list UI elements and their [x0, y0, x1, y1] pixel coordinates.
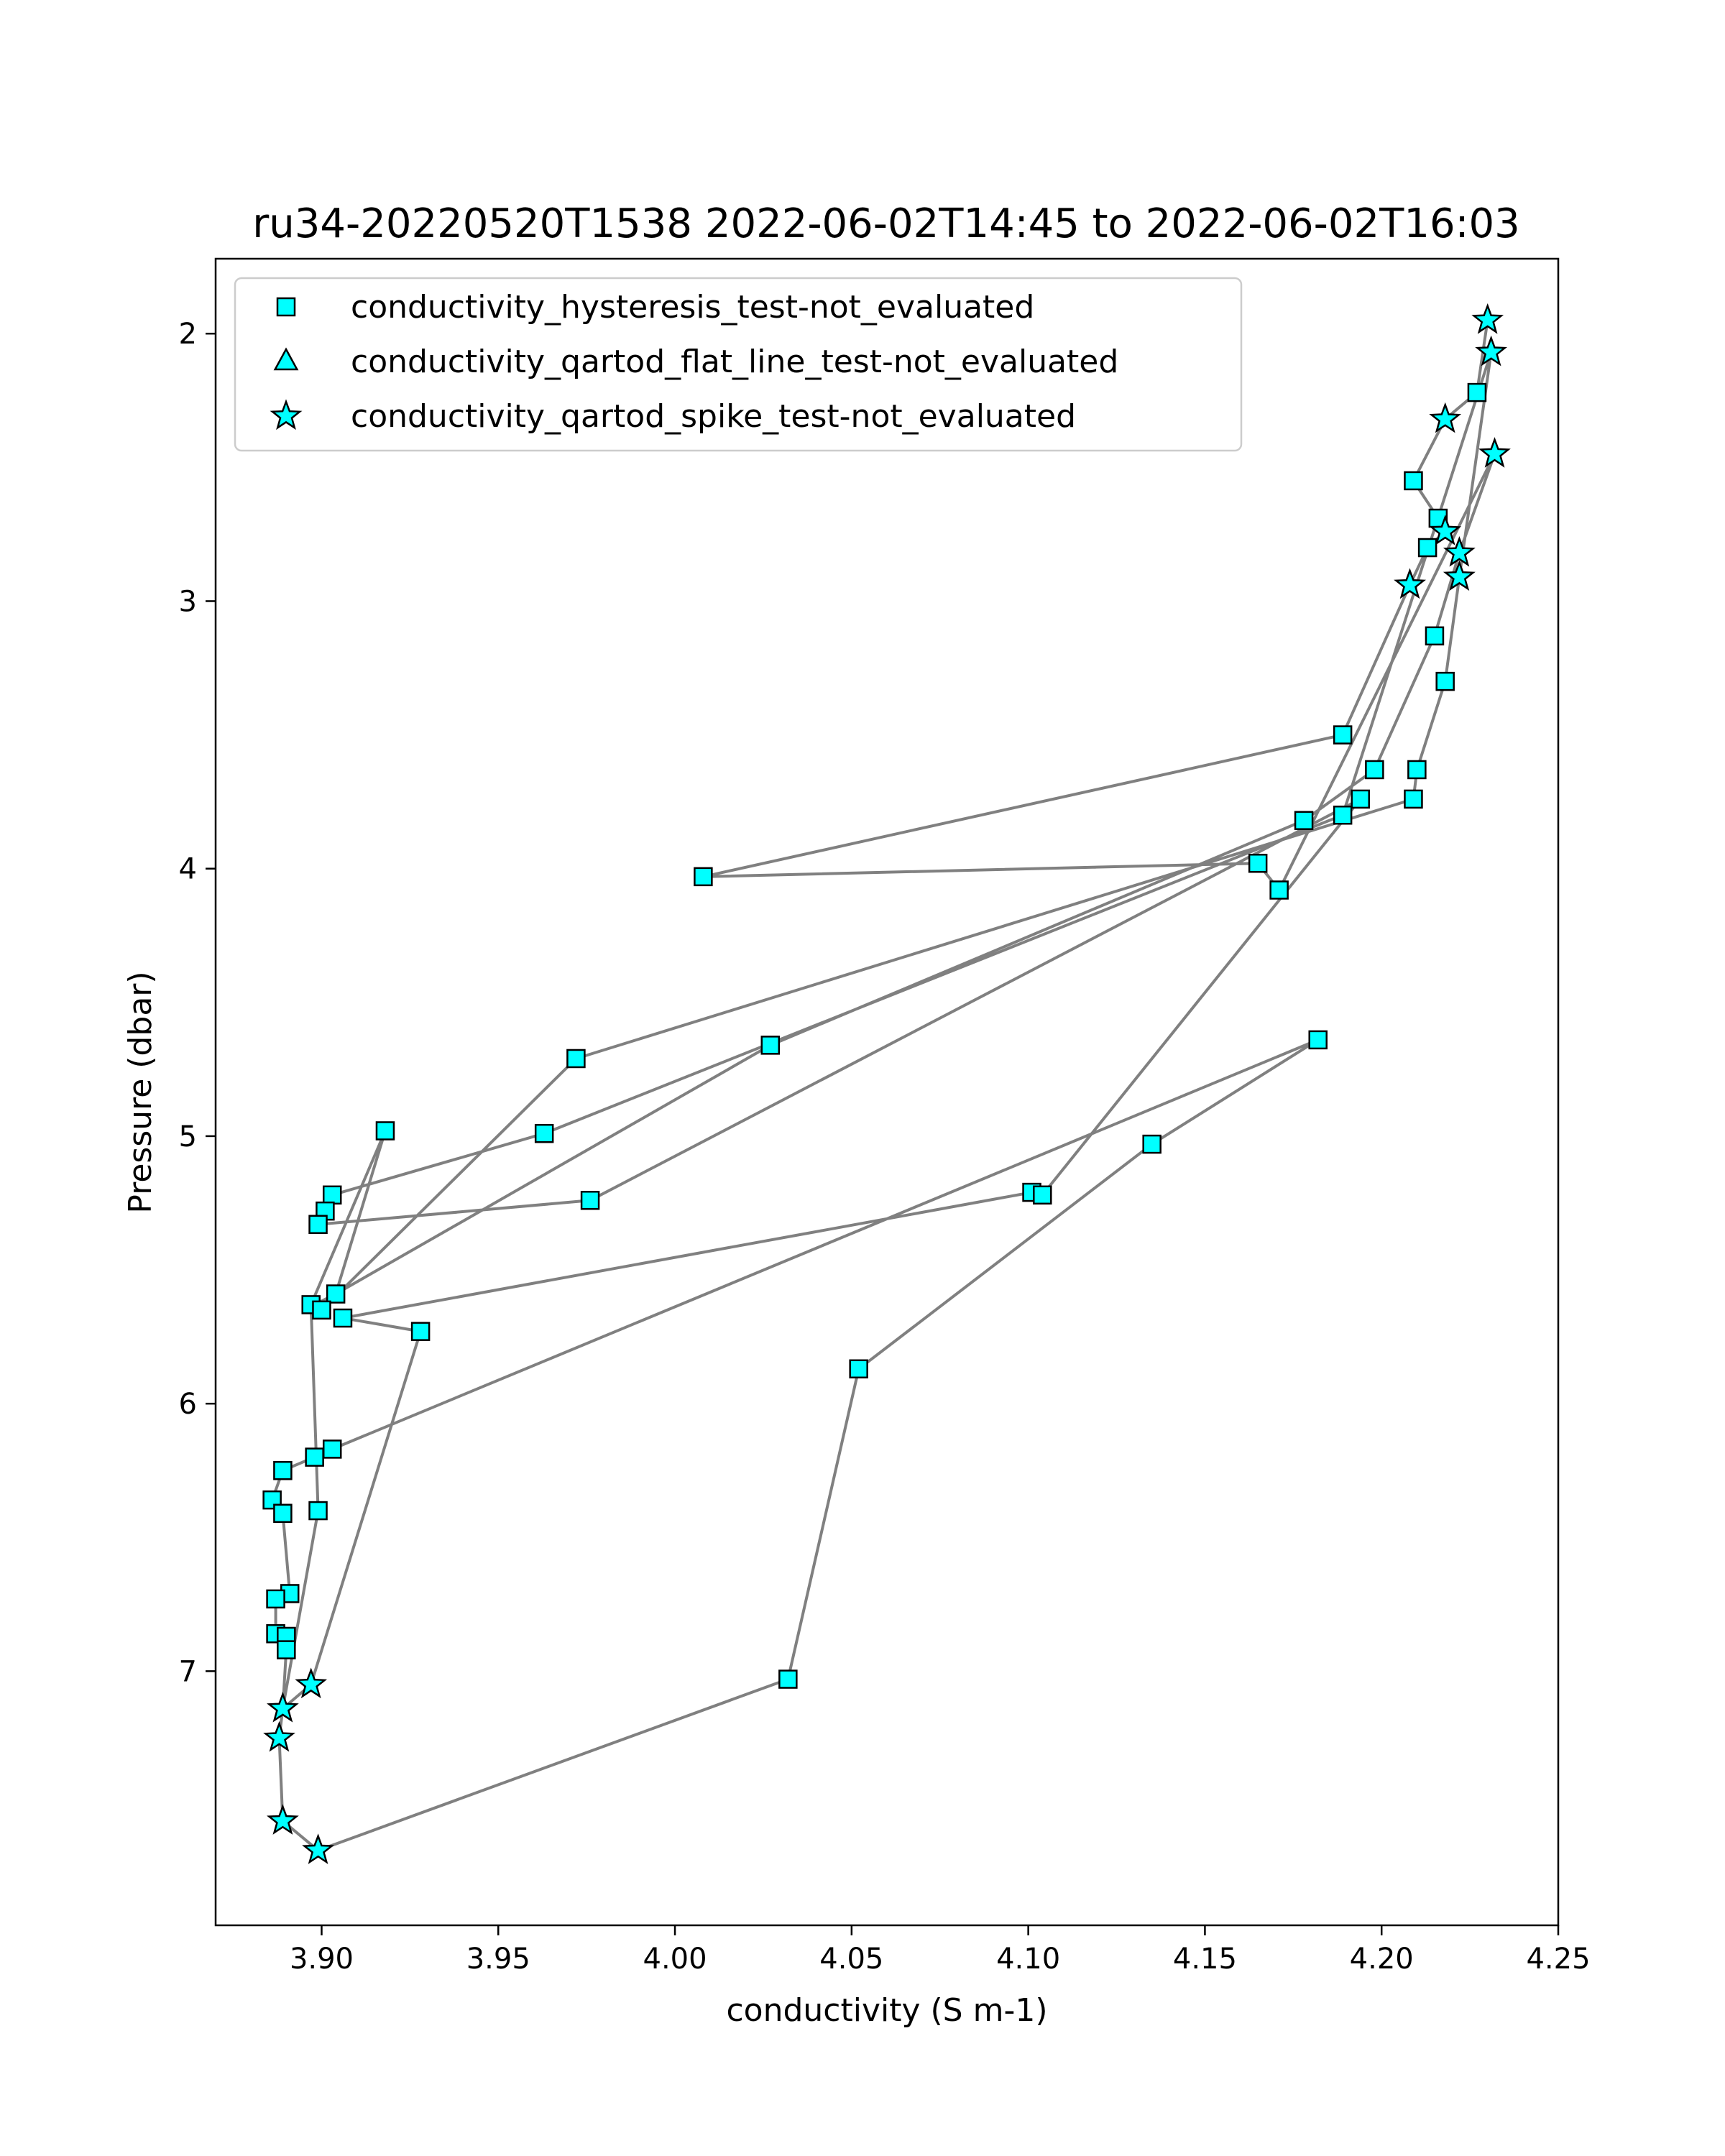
legend-marker-square: [276, 297, 296, 317]
marker-square-point: [1425, 626, 1445, 646]
y-axis-label: Pressure (dbar): [122, 971, 159, 1213]
marker-star-point: [267, 1804, 299, 1835]
y-tick-label: 5: [179, 1120, 197, 1153]
legend-entry-label: conductivity_hysteresis_test-not_evaluat…: [351, 289, 1034, 326]
marker-star-point: [1443, 535, 1476, 567]
marker-square-point: [312, 1300, 331, 1320]
marker-star-point: [267, 1691, 299, 1723]
marker-square-point: [1365, 760, 1384, 780]
chart-title: ru34-20220520T1538 2022-06-02T14:45 to 2…: [252, 201, 1519, 247]
marker-square-point: [277, 1640, 296, 1659]
marker-square-point: [580, 1191, 600, 1210]
marker-square-point: [1294, 811, 1314, 830]
y-tick-label: 3: [179, 585, 197, 618]
x-axis-ticks: 3.90 3.95 4.00 4.05 4.10 4.15 4.20 4.25: [290, 1925, 1591, 1976]
marker-square-point: [1248, 853, 1268, 873]
y-tick-label: 2: [179, 318, 197, 351]
y-tick-label: 4: [179, 853, 197, 886]
marker-square-point: [1333, 725, 1353, 745]
x-tick-label: 4.25: [1526, 1943, 1590, 1976]
x-tick-label: 4.10: [996, 1943, 1060, 1976]
marker-square-point: [1142, 1134, 1162, 1154]
marker-star-point: [263, 1720, 295, 1752]
legend-entry-label: conductivity_qartod_spike_test-not_evalu…: [351, 398, 1076, 435]
marker-square-point: [273, 1460, 293, 1480]
marker-square-point: [308, 1215, 328, 1235]
marker-square-point: [273, 1503, 293, 1524]
marker-square-point: [333, 1308, 353, 1328]
marker-star-point: [1429, 402, 1462, 433]
marker-square-point: [778, 1669, 798, 1689]
marker-square-point: [1308, 1030, 1328, 1050]
marker-square-point: [1404, 789, 1423, 809]
marker-square-point: [266, 1589, 285, 1609]
marker-star-point: [295, 1667, 328, 1699]
marker-square-point: [1333, 805, 1353, 825]
legend-entry-label: conductivity_qartod_flat_line_test-not_e…: [351, 344, 1118, 380]
marker-star-point: [1475, 335, 1507, 367]
x-tick-label: 4.20: [1350, 1943, 1414, 1976]
marker-square-point: [694, 867, 713, 887]
marker-square-point: [1033, 1185, 1052, 1205]
x-axis-label: conductivity (S m-1): [726, 1992, 1047, 2029]
marker-square-point: [1417, 538, 1438, 558]
x-tick-label: 4.00: [643, 1943, 707, 1976]
x-tick-label: 3.95: [466, 1943, 530, 1976]
marker-square-point: [1404, 471, 1423, 491]
marker-layer: [262, 303, 1511, 1864]
legend: conductivity_hysteresis_test-not_evaluat…: [234, 277, 1243, 452]
marker-star-point: [1478, 437, 1511, 468]
plot-frame: [214, 257, 1560, 1927]
marker-star-point: [1429, 515, 1462, 545]
legend-marker-triangle: [273, 347, 299, 371]
marker-square-point: [1467, 382, 1487, 402]
marker-star-point: [302, 1833, 335, 1864]
marker-star-point: [1443, 560, 1476, 591]
marker-square-point: [305, 1447, 324, 1467]
marker-square-point: [322, 1185, 342, 1205]
marker-square-point: [566, 1049, 586, 1069]
marker-square-point: [410, 1322, 431, 1341]
x-tick-label: 4.05: [819, 1943, 883, 1976]
marker-square-point: [322, 1439, 342, 1459]
legend-marker-star: [270, 399, 303, 430]
marker-square-point: [1351, 789, 1370, 809]
marker-square-point: [1407, 760, 1427, 780]
y-tick-label: 7: [179, 1655, 197, 1688]
y-axis-ticks: 2 3 4 5 6 7: [179, 318, 216, 1688]
marker-square-point: [534, 1123, 554, 1143]
y-tick-label: 6: [179, 1388, 197, 1421]
marker-square-point: [760, 1036, 781, 1055]
marker-square-point: [849, 1359, 868, 1379]
marker-square-point: [1269, 880, 1289, 900]
marker-star-point: [1394, 568, 1427, 599]
marker-square-point: [326, 1284, 346, 1304]
marker-square-point: [308, 1501, 328, 1521]
legend-frame: [234, 277, 1243, 452]
x-tick-label: 3.90: [290, 1943, 354, 1976]
marker-star-point: [1471, 303, 1504, 334]
x-tick-label: 4.15: [1173, 1943, 1237, 1976]
marker-square-point: [375, 1121, 395, 1141]
marker-square-point: [1435, 671, 1455, 691]
